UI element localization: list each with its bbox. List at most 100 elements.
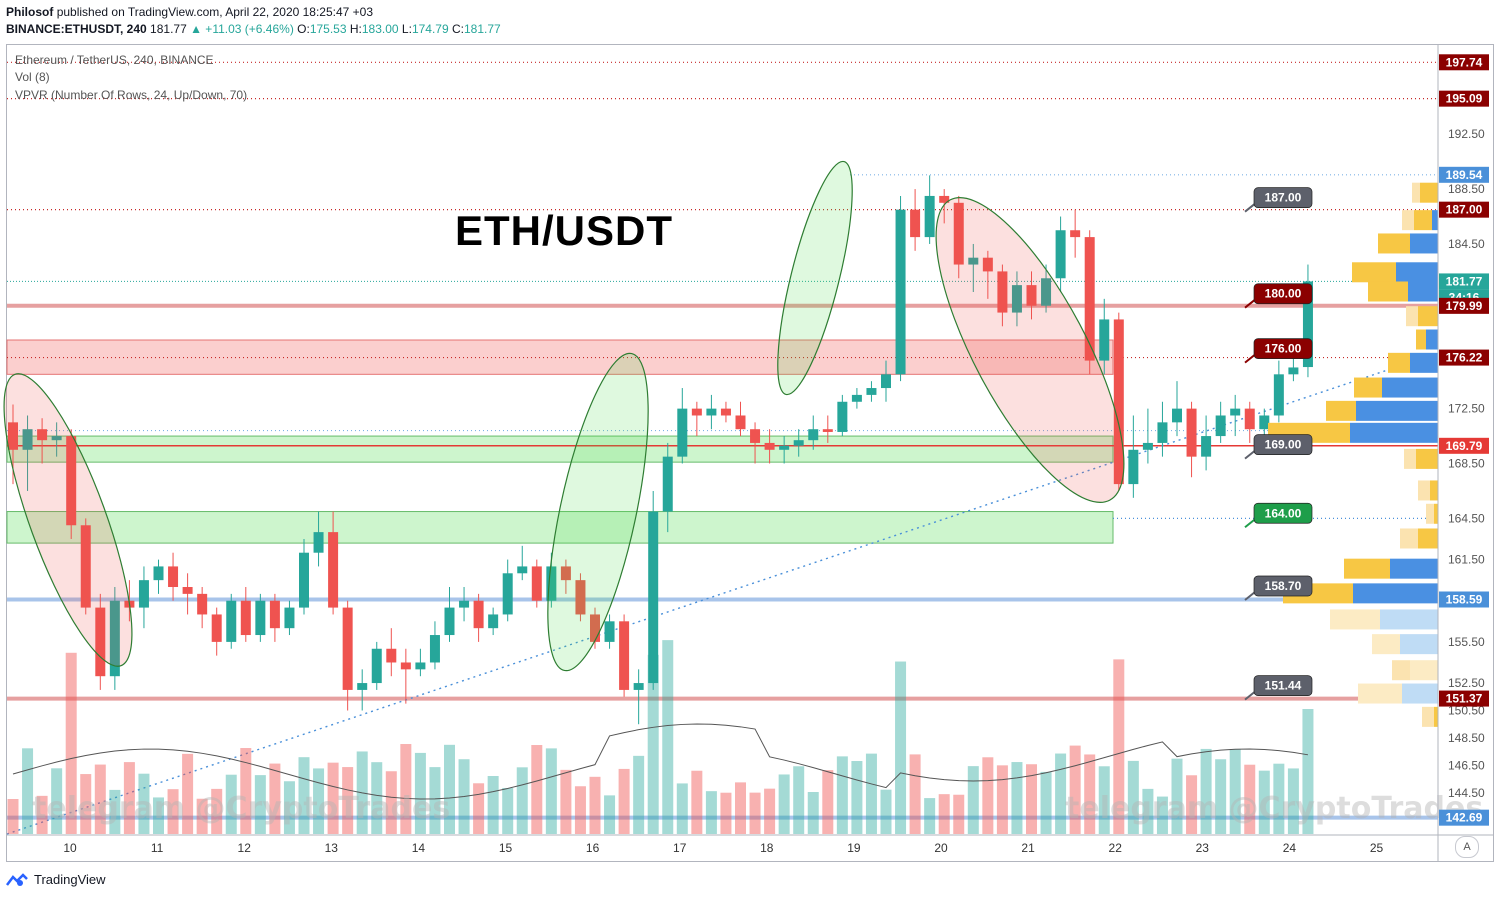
price-label-box — [1439, 90, 1489, 107]
x-tick-label: 15 — [499, 841, 513, 855]
x-tick-label: 22 — [1109, 841, 1123, 855]
volume-bar — [1098, 766, 1110, 834]
x-tick-label: 16 — [586, 841, 600, 855]
vpvr-down-bar — [1418, 528, 1438, 549]
volume-bar — [589, 776, 601, 834]
candle-body — [982, 257, 993, 272]
last-price: 181.77 — [150, 22, 187, 36]
candle-body — [1084, 237, 1095, 361]
volume-bar — [1287, 768, 1299, 834]
volume-bar — [836, 756, 848, 834]
vpvr-up-bar — [1390, 558, 1438, 579]
legend-series[interactable]: Ethereum / TetherUS, 240, BINANCE — [15, 53, 214, 67]
candle-body — [662, 456, 673, 512]
volume-bar — [865, 753, 877, 834]
candle-body — [109, 600, 120, 677]
level-flag — [1253, 338, 1313, 359]
volume-bar — [298, 757, 310, 834]
volume-bar — [822, 770, 834, 834]
volume-bar — [269, 763, 281, 834]
candle-body — [138, 580, 149, 608]
volume-bar — [1302, 709, 1314, 834]
volume-bar — [1026, 764, 1037, 834]
candle-body — [1230, 408, 1241, 416]
vpvr-up-bar — [1380, 609, 1438, 630]
candle-body — [1186, 408, 1197, 457]
candle-body — [735, 415, 746, 430]
x-tick-label: 17 — [673, 841, 687, 855]
vpvr-up-bar — [1408, 281, 1438, 302]
vpvr-extra-bar — [1418, 480, 1430, 501]
vpvr-down-bar — [1434, 503, 1438, 524]
candle-body — [284, 607, 295, 629]
volume-bar — [225, 774, 237, 834]
y-tick-label: 172.50 — [1448, 402, 1485, 416]
low-key: L: — [401, 22, 412, 36]
candle-body — [255, 600, 266, 636]
legend-vpvr[interactable]: VPVR (Number Of Rows, 24, Up/Down, 70) — [15, 88, 248, 102]
candle-body — [226, 600, 237, 642]
vpvr-down-bar — [1416, 329, 1426, 350]
publisher-name: Philosof — [6, 5, 54, 19]
volume-bar — [647, 654, 659, 834]
volume-bar — [385, 771, 397, 834]
level-flag — [1253, 675, 1313, 696]
vpvr-down-bar — [1414, 210, 1432, 231]
candle-body — [22, 429, 33, 450]
volume-bar — [1186, 775, 1198, 834]
x-tick-label: 11 — [151, 841, 164, 855]
vpvr-up-bar — [1400, 634, 1438, 655]
candle-body — [764, 442, 775, 450]
candle-body — [371, 648, 382, 684]
volume-bar — [778, 774, 790, 834]
candle-body — [1172, 408, 1182, 423]
candle-body — [924, 195, 935, 238]
candle-body — [1055, 230, 1066, 279]
level-flag-text: 158.70 — [1265, 579, 1302, 593]
vpvr-up-bar — [1356, 400, 1438, 421]
vpvr-down-bar — [1420, 182, 1438, 203]
volume-bar — [749, 792, 761, 834]
price-label-box — [1439, 690, 1489, 707]
candle-body — [560, 566, 571, 581]
vpvr-extra-bar — [1400, 528, 1418, 549]
legend-volume[interactable]: Vol (8) — [15, 70, 50, 84]
vpvr-extra-bar — [1406, 306, 1418, 327]
candle-body — [808, 429, 819, 441]
candle-body — [546, 566, 557, 601]
volume-bar — [429, 767, 441, 834]
price-label-text: 179.99 — [1446, 299, 1483, 313]
footer-brand-label: TradingView — [34, 872, 106, 887]
volume-bar — [7, 799, 19, 834]
low-value: 174.79 — [411, 22, 449, 36]
volume-bar — [240, 748, 252, 834]
x-tick-label: 12 — [238, 841, 252, 855]
level-flag — [1253, 502, 1313, 524]
price-label-box — [1439, 437, 1489, 454]
candle-body — [837, 401, 848, 432]
price-label-box — [1439, 273, 1489, 290]
footer-brand[interactable]: TradingView — [6, 872, 106, 887]
price-label-text: 176.22 — [1446, 351, 1483, 365]
candle-body — [779, 445, 790, 450]
open-key: O: — [297, 22, 310, 36]
volume-bar — [735, 782, 746, 834]
level-flag — [1253, 575, 1313, 597]
candle-body — [357, 683, 368, 690]
candle-body — [51, 436, 62, 441]
vpvr-up-bar — [1382, 377, 1438, 398]
candle-body — [415, 662, 426, 670]
level-flag — [1253, 187, 1313, 209]
x-tick-label: 13 — [325, 841, 339, 855]
y-tick-label: 146.50 — [1448, 758, 1485, 772]
candle-body — [1099, 319, 1110, 361]
auto-scale-button[interactable]: A — [1455, 836, 1479, 858]
candle-body — [328, 532, 339, 608]
price-label-text: 187.00 — [1446, 203, 1483, 217]
close-key: C: — [451, 22, 464, 36]
volume-bar — [182, 753, 194, 834]
vpvr-down-bar — [1378, 233, 1410, 254]
volume-bar — [1229, 749, 1241, 834]
volume-bar — [473, 783, 485, 834]
